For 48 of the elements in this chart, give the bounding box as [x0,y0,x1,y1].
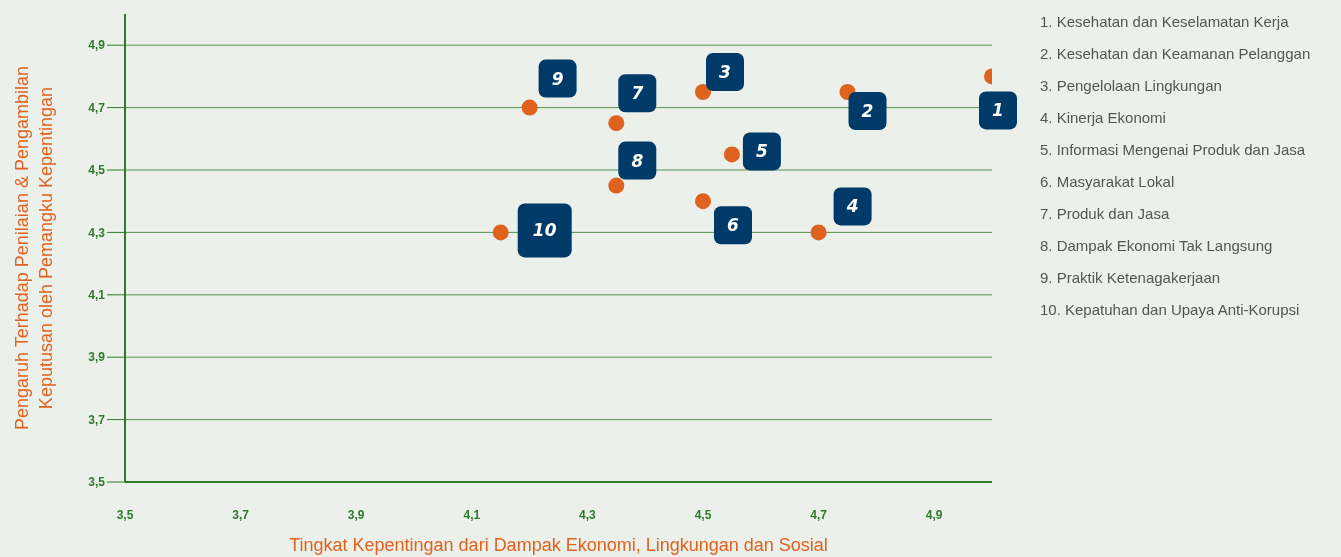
x-tick-label: 4,3 [579,507,597,522]
number-tag: 2 [848,92,887,130]
annotation: 6 [727,215,740,236]
text: 3. Pengelolaan Lingkungan [1040,76,1223,96]
text: 6. Masyarakat Lokal [1040,172,1176,192]
y-tick-label: 3,5 [88,475,106,490]
annotation: 4 [845,196,859,217]
annotation: 2 [861,101,874,121]
y-tick-label: 3,9 [88,350,106,365]
y-tick-label: 4,1 [88,288,106,303]
x-tick-label: 4,5 [694,507,712,522]
y-tick-label: 4,7 [88,100,106,115]
number-tag: 1 [979,91,1017,130]
number-tag: 6 [714,206,752,245]
text: 5. Informasi Mengenai Produk dan Jasa [1040,140,1307,160]
x-tick-label: 3,7 [232,507,250,522]
x-tick-label: 3,9 [347,507,365,522]
number-tag: 9 [538,59,577,98]
annotation: 10 [532,220,557,241]
number-tag: 4 [833,187,872,226]
annotation: 1 [992,100,1004,121]
text: 4. Kinerja Ekonomi [1040,108,1167,128]
annotation: 3 [719,62,731,82]
annotation: 8 [631,150,644,171]
text: 2. Kesehatan dan Keamanan Pelanggan [1040,44,1312,64]
number-tag: 3 [706,53,744,91]
text: 10. Kepatuhan dan Upaya Anti-Korupsi [1040,300,1301,320]
text: 9. Praktik Ketenagakerjaan [1040,268,1222,288]
y-axis-title: Pengaruh Terhadap Penilaian & Pengambilan Keputusan oleh Pemangku Kepentingan [12,66,56,430]
x-tick-label: 3,5 [116,507,134,522]
annotation: 9 [551,68,564,89]
text: 8. Dampak Ekonomi Tak Langsung [1040,236,1274,256]
y-tick-label: 4,5 [88,163,106,178]
y-tick-label: 4,9 [88,38,106,53]
annotation: 7 [631,83,644,104]
y-tick-label: 4,3 [88,225,106,240]
text: 1. Kesehatan dan Keselamatan Kerja [1040,12,1290,32]
annotation: 5 [755,141,768,162]
number-tag: 7 [618,74,657,113]
number-tag: 8 [618,141,657,180]
number-tag: 5 [742,132,781,171]
x-tick-label: 4,7 [810,507,828,522]
number-tag: 10 [517,203,572,258]
y-tick-label: 3,7 [88,412,106,427]
x-tick-label: 4,1 [463,507,481,522]
x-axis-title: Tingkat Kepentingan dari Dampak Ekonomi, Lingkungan dan Sosial [289,535,828,555]
x-tick-label: 4,9 [925,507,943,522]
text: 7. Produk dan Jasa [1040,204,1171,224]
